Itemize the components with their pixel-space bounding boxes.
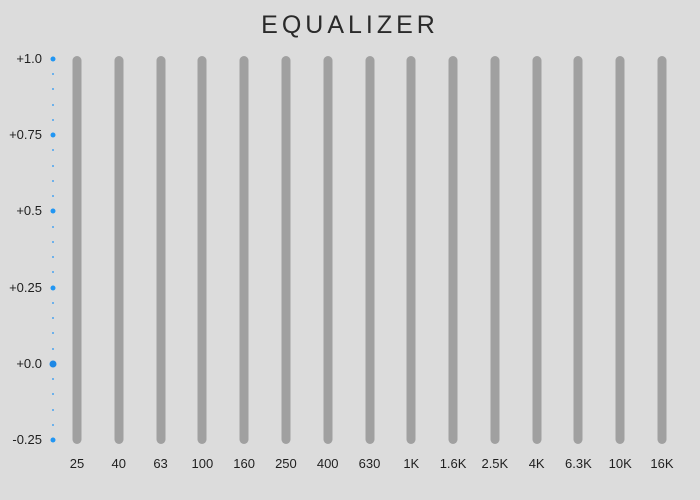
band-frequency-label: 63 bbox=[153, 456, 168, 471]
band-slider-4k[interactable] bbox=[532, 56, 542, 444]
band-slider-6-3k[interactable] bbox=[573, 56, 583, 444]
scale-major-dot bbox=[50, 437, 56, 443]
band-frequency-label: 100 bbox=[191, 456, 214, 471]
band-slider-400[interactable] bbox=[323, 56, 333, 444]
band-slider-2-5k[interactable] bbox=[490, 56, 500, 444]
band-frequency-label: 400 bbox=[316, 456, 339, 471]
scale-minor-dot bbox=[52, 271, 54, 274]
scale-minor-dot bbox=[52, 256, 54, 259]
scale-minor-dot bbox=[52, 118, 54, 121]
band-frequency-label: 6.3K bbox=[565, 456, 592, 471]
scale-minor-dot bbox=[52, 164, 54, 167]
band-frequency-label: 40 bbox=[111, 456, 127, 471]
band-frequency-label: 1K bbox=[403, 456, 420, 471]
scale-minor-dot bbox=[52, 103, 54, 106]
band-frequency-label: 25 bbox=[69, 456, 85, 471]
band-slider-10k[interactable] bbox=[615, 56, 625, 444]
scale-major-dot bbox=[50, 132, 56, 138]
band-slider-63[interactable] bbox=[156, 56, 166, 444]
scale-minor-dot bbox=[52, 408, 54, 411]
scale-minor-dot bbox=[52, 347, 54, 350]
band-frequency-label: 1.6K bbox=[439, 456, 467, 471]
band-slider-16k[interactable] bbox=[657, 56, 667, 444]
scale-minor-dot bbox=[52, 195, 54, 198]
band-slider-40[interactable] bbox=[114, 56, 124, 444]
scale-minor-dot bbox=[52, 149, 54, 152]
band-frequency-label: 160 bbox=[233, 456, 255, 471]
scale-label: -0.25 bbox=[12, 432, 42, 447]
band-slider-25[interactable] bbox=[72, 56, 82, 444]
band-frequency-label: 2.5K bbox=[481, 456, 509, 471]
scale-label: +0.25 bbox=[9, 279, 42, 295]
scale-minor-dot bbox=[52, 423, 54, 426]
band-slider-160[interactable] bbox=[239, 56, 249, 444]
scale-label: +1.0 bbox=[16, 51, 42, 66]
scale-minor-dot bbox=[52, 88, 54, 91]
scale-minor-dot bbox=[52, 240, 54, 243]
scale-minor-dot bbox=[52, 378, 54, 381]
scale-minor-dot bbox=[52, 179, 54, 182]
scale-minor-dot bbox=[52, 317, 54, 320]
band-frequency-label: 10K bbox=[608, 456, 632, 471]
scale-minor-dot bbox=[52, 393, 54, 396]
scale-major-dot bbox=[49, 360, 57, 368]
scale-label: +0.75 bbox=[9, 127, 42, 143]
scale-minor-dot bbox=[52, 73, 54, 76]
scale-major-dot bbox=[50, 208, 56, 214]
band-slider-630[interactable] bbox=[365, 56, 374, 444]
equalizer-title: EQUALIZER bbox=[261, 11, 439, 39]
scale-minor-dot bbox=[52, 301, 54, 304]
band-slider-250[interactable] bbox=[281, 56, 291, 444]
scale-major-dot bbox=[50, 285, 56, 291]
band-slider-1k[interactable] bbox=[406, 56, 416, 444]
scale-label: +0.0 bbox=[16, 355, 42, 371]
scale-minor-dot bbox=[52, 225, 54, 228]
band-frequency-label: 4K bbox=[528, 456, 545, 471]
band-frequency-label: 630 bbox=[358, 456, 381, 471]
scale-minor-dot bbox=[52, 332, 54, 335]
band-frequency-label: 250 bbox=[275, 456, 297, 471]
band-frequency-label: 16K bbox=[650, 456, 674, 471]
scale-label: +0.5 bbox=[16, 203, 42, 219]
scale-major-dot bbox=[50, 56, 56, 62]
band-slider-100[interactable] bbox=[197, 56, 207, 444]
band-slider-1-6k[interactable] bbox=[448, 56, 458, 444]
